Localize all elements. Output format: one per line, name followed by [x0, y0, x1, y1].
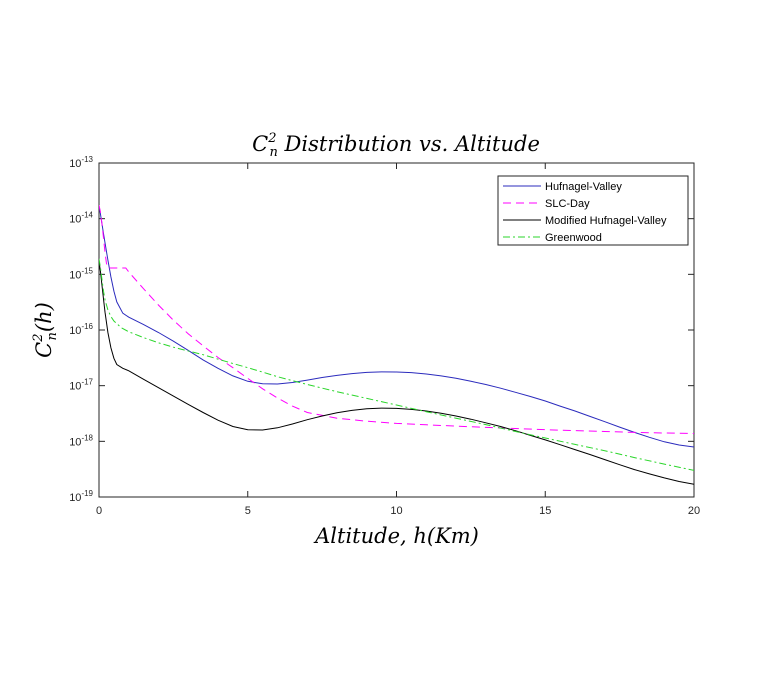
x-axis-ticks: 0 5 10 15 20 — [96, 163, 700, 517]
legend-label: Hufnagel-Valley — [545, 181, 622, 193]
x-tick-label: 15 — [539, 505, 551, 517]
series-line-4 — [99, 258, 694, 471]
y-tick-label: 10-13 — [69, 155, 93, 170]
legend-label: SLC-Day — [545, 198, 590, 210]
x-tick-label: 20 — [688, 505, 700, 517]
legend-box — [497, 175, 689, 246]
legend: Hufnagel-Valley SLC-Day Modified Hufnagel-… — [497, 175, 689, 246]
x-tick-label: 10 — [390, 505, 402, 517]
y-tick-label: 10-16 — [69, 322, 93, 337]
chart-title: C2 n Distribution vs. Altitude — [252, 131, 540, 160]
x-tick-label: 0 — [96, 505, 102, 517]
legend-label: Modified Hufnagel-Valley — [545, 215, 667, 227]
x-tick-label: 5 — [245, 505, 251, 517]
y-tick-label: 10-18 — [69, 433, 93, 448]
y-tick-label: 10-17 — [69, 378, 93, 393]
y-axis-label: C2n(h) — [31, 302, 60, 358]
y-tick-label: 10-14 — [69, 211, 93, 226]
series-line-2 — [99, 204, 694, 434]
y-tick-label: 10-15 — [69, 266, 93, 281]
y-tick-label: 10-19 — [69, 489, 93, 504]
x-axis-label: Altitude, h(Km) — [313, 524, 479, 548]
series-line-1 — [99, 205, 694, 448]
series-line-3 — [99, 261, 694, 485]
series-layer — [99, 204, 694, 485]
y-axis-ticks: 10-13 10-14 10-15 10-16 10-17 10-18 10-19 — [69, 155, 694, 504]
legend-label: Greenwood — [545, 232, 602, 244]
